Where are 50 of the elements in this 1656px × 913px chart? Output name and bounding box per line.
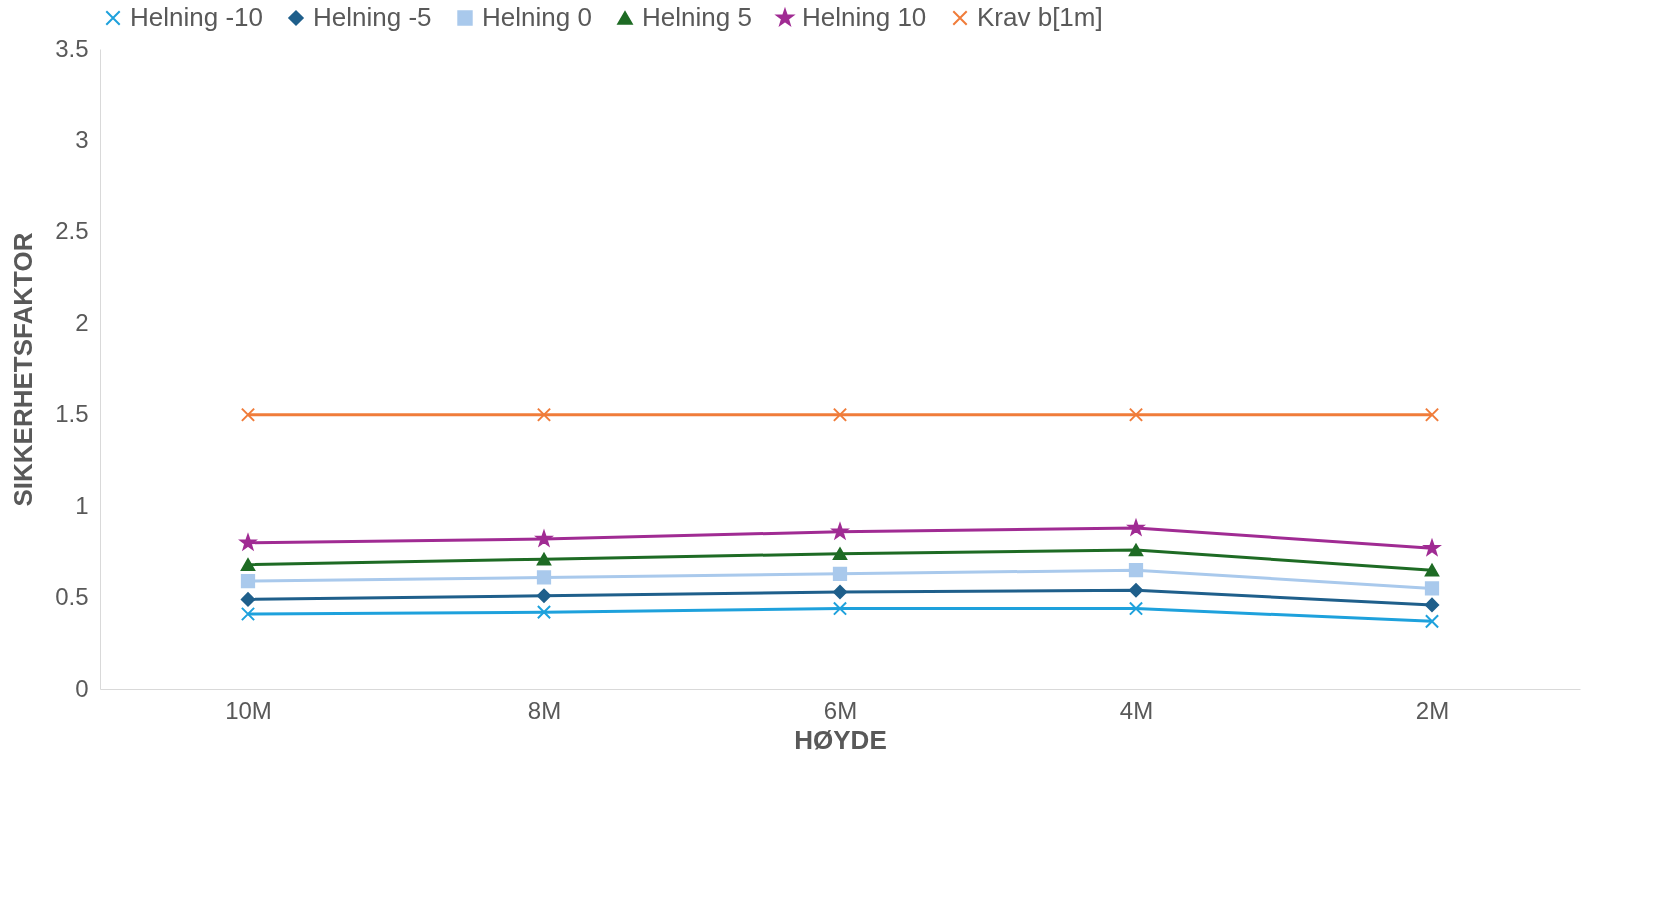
point bbox=[536, 570, 552, 585]
x-tick-label: 10M bbox=[225, 696, 272, 724]
point bbox=[1128, 601, 1144, 616]
point bbox=[1424, 539, 1440, 556]
x-axis-title: HØYDE bbox=[794, 724, 887, 755]
point bbox=[536, 407, 552, 422]
x-tick-label: 2M bbox=[1415, 696, 1450, 724]
y-tick-label: 1.5 bbox=[55, 400, 89, 428]
point bbox=[1424, 597, 1440, 613]
point bbox=[1128, 563, 1144, 578]
point bbox=[1424, 581, 1440, 596]
x-tick-label: 8M bbox=[527, 696, 562, 724]
point bbox=[832, 523, 848, 539]
point bbox=[1424, 614, 1440, 629]
y-tick-label: 0.5 bbox=[55, 583, 89, 611]
y-axis-title: SIKKERHETSFAKTOR bbox=[8, 232, 39, 507]
legend-label: Krav b[1m] bbox=[977, 2, 1103, 32]
legend-label: Helning 5 bbox=[642, 2, 752, 32]
point bbox=[240, 573, 256, 589]
y-tick-label: 3.5 bbox=[55, 34, 89, 62]
point bbox=[536, 588, 552, 603]
legend-label: Helning 0 bbox=[482, 2, 592, 32]
point bbox=[240, 592, 256, 607]
point bbox=[1128, 407, 1144, 422]
y-tick-label: 2.5 bbox=[55, 217, 89, 245]
point bbox=[832, 601, 848, 616]
legend-label: Helning -5 bbox=[313, 2, 432, 32]
legend-label: Helning 10 bbox=[802, 2, 927, 32]
point bbox=[1128, 583, 1144, 598]
x-tick-label: 4M bbox=[1119, 696, 1154, 724]
point bbox=[240, 558, 256, 571]
point bbox=[832, 584, 848, 600]
legend-label: Helning -10 bbox=[130, 2, 263, 32]
y-tick-label: 2 bbox=[75, 308, 89, 336]
point bbox=[1128, 519, 1144, 536]
point bbox=[1128, 543, 1144, 557]
point bbox=[832, 566, 848, 581]
point bbox=[832, 547, 848, 560]
y-tick-label: 1 bbox=[75, 491, 89, 519]
point bbox=[1424, 407, 1440, 422]
point bbox=[1424, 563, 1440, 577]
point bbox=[536, 605, 552, 620]
point bbox=[240, 407, 256, 422]
point bbox=[240, 534, 256, 550]
x-tick-label: 6M bbox=[823, 696, 858, 724]
point bbox=[832, 407, 848, 422]
point bbox=[536, 552, 552, 566]
y-tick-label: 0 bbox=[75, 674, 89, 702]
point bbox=[240, 606, 256, 622]
y-tick-label: 3 bbox=[75, 125, 89, 153]
